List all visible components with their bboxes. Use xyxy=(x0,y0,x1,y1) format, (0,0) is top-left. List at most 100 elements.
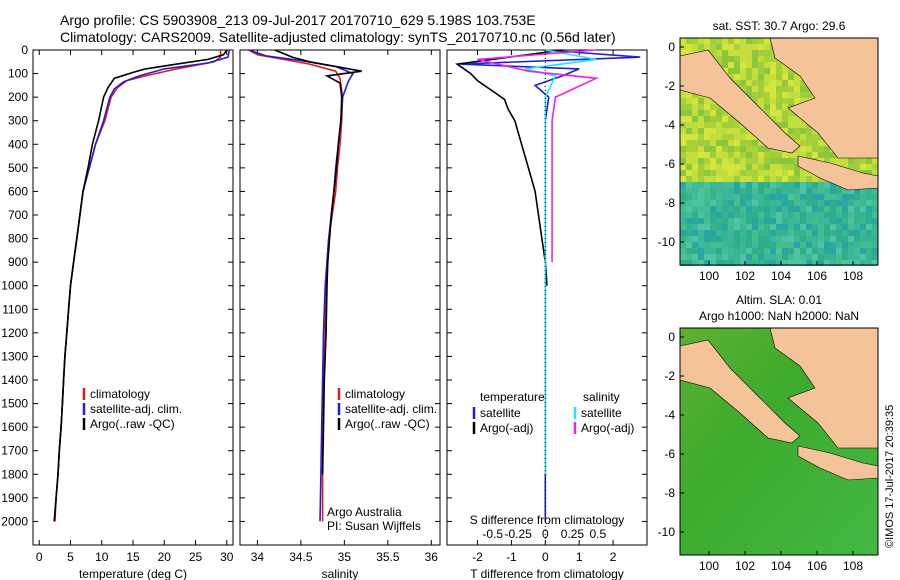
sst-cell xyxy=(806,152,812,158)
temperature-profile-ytick-label: 1800 xyxy=(1,467,28,481)
sst-cell xyxy=(806,218,812,224)
sst-cell xyxy=(854,260,860,266)
sst-cell xyxy=(752,230,758,236)
sst-cell xyxy=(728,44,734,50)
sst-cell xyxy=(866,230,872,236)
sst-cell xyxy=(788,164,794,170)
sla-map-ytick-label: -10 xyxy=(658,525,676,539)
sst-cell xyxy=(680,194,686,200)
sst-cell xyxy=(752,170,758,176)
sst-cell xyxy=(824,200,830,206)
sst-cell xyxy=(782,188,788,194)
sst-cell xyxy=(788,212,794,218)
sst-cell xyxy=(800,92,806,98)
diff-legend-label: Argo(-adj) xyxy=(480,421,533,435)
sst-cell xyxy=(692,44,698,50)
sst-cell xyxy=(770,206,776,212)
sst-cell xyxy=(746,260,752,266)
sst-cell xyxy=(686,242,692,248)
sst-cell xyxy=(812,230,818,236)
sst-cell xyxy=(818,212,824,218)
sst-cell xyxy=(734,248,740,254)
sst-cell xyxy=(758,80,764,86)
sst-cell xyxy=(716,44,722,50)
sst-cell xyxy=(782,80,788,86)
sst-cell xyxy=(710,128,716,134)
sst-cell xyxy=(770,56,776,62)
sst-cell xyxy=(782,92,788,98)
sst-cell xyxy=(800,236,806,242)
temperature-profile-ytick-label: 600 xyxy=(8,184,28,198)
figure-title-line-2: Climatology: CARS2009. Satellite-adjuste… xyxy=(60,29,616,45)
temperature-profile-ytick-label: 300 xyxy=(8,114,28,128)
sst-cell xyxy=(686,254,692,260)
sst-cell xyxy=(860,236,866,242)
sst-cell xyxy=(824,236,830,242)
sst-cell xyxy=(728,50,734,56)
sst-cell xyxy=(782,206,788,212)
sst-cell xyxy=(734,38,740,44)
sst-cell xyxy=(848,236,854,242)
sst-cell xyxy=(692,110,698,116)
sst-cell xyxy=(836,158,842,164)
sst-cell xyxy=(866,194,872,200)
sst-cell xyxy=(842,260,848,266)
sst-cell xyxy=(698,212,704,218)
sst-cell xyxy=(866,212,872,218)
sst-cell xyxy=(806,134,812,140)
sst-cell xyxy=(716,212,722,218)
sst-cell xyxy=(728,188,734,194)
salinity-profile-xtick-label: 34.5 xyxy=(289,550,313,564)
sst-cell xyxy=(758,146,764,152)
sst-cell xyxy=(692,122,698,128)
sst-cell xyxy=(854,236,860,242)
sst-cell xyxy=(740,194,746,200)
sst-cell xyxy=(764,152,770,158)
sst-cell xyxy=(800,200,806,206)
sst-cell xyxy=(686,140,692,146)
temperature-profile-ytick-label: 200 xyxy=(8,90,28,104)
temperature-profile-xtick-label: 5 xyxy=(67,550,74,564)
sst-cell xyxy=(704,98,710,104)
sst-cell xyxy=(860,248,866,254)
sst-cell xyxy=(794,254,800,260)
sst-cell xyxy=(806,200,812,206)
sst-cell xyxy=(866,188,872,194)
sst-cell xyxy=(734,200,740,206)
sst-cell xyxy=(716,170,722,176)
sst-cell xyxy=(842,236,848,242)
sla-map-ytick-label: -2 xyxy=(664,369,675,383)
sst-cell xyxy=(872,236,878,242)
sst-cell xyxy=(728,182,734,188)
sst-cell xyxy=(776,68,782,74)
sst-cell xyxy=(866,224,872,230)
sst-cell xyxy=(800,242,806,248)
sst-cell xyxy=(704,260,710,266)
sst-cell xyxy=(692,194,698,200)
sst-cell xyxy=(782,116,788,122)
sst-cell xyxy=(698,230,704,236)
sst-cell xyxy=(776,182,782,188)
sla-map-panel: Altim. SLA: 0.01 Argo h1000: NaN h2000: N… xyxy=(658,293,879,573)
sst-cell xyxy=(746,218,752,224)
sst-cell xyxy=(734,260,740,266)
sst-cell xyxy=(824,182,830,188)
sst-cell xyxy=(794,80,800,86)
sst-cell xyxy=(812,224,818,230)
sst-cell xyxy=(848,158,854,164)
sst-cell xyxy=(692,152,698,158)
difference-profile-series-line xyxy=(524,49,597,475)
sst-cell xyxy=(716,128,722,134)
sst-cell xyxy=(746,134,752,140)
sst-cell xyxy=(818,248,824,254)
sst-cell xyxy=(812,212,818,218)
sst-map-panel: sat. SST: 30.7 Argo: 29.6 100 102 104 106 108… xyxy=(658,19,879,283)
sst-cell xyxy=(704,110,710,116)
sst-cell xyxy=(770,116,776,122)
sst-cell xyxy=(800,98,806,104)
sst-cell xyxy=(698,110,704,116)
sst-cell xyxy=(698,206,704,212)
sst-cell xyxy=(782,224,788,230)
sst-cell xyxy=(728,146,734,152)
diff-x2tick-label: 0 xyxy=(542,527,549,541)
